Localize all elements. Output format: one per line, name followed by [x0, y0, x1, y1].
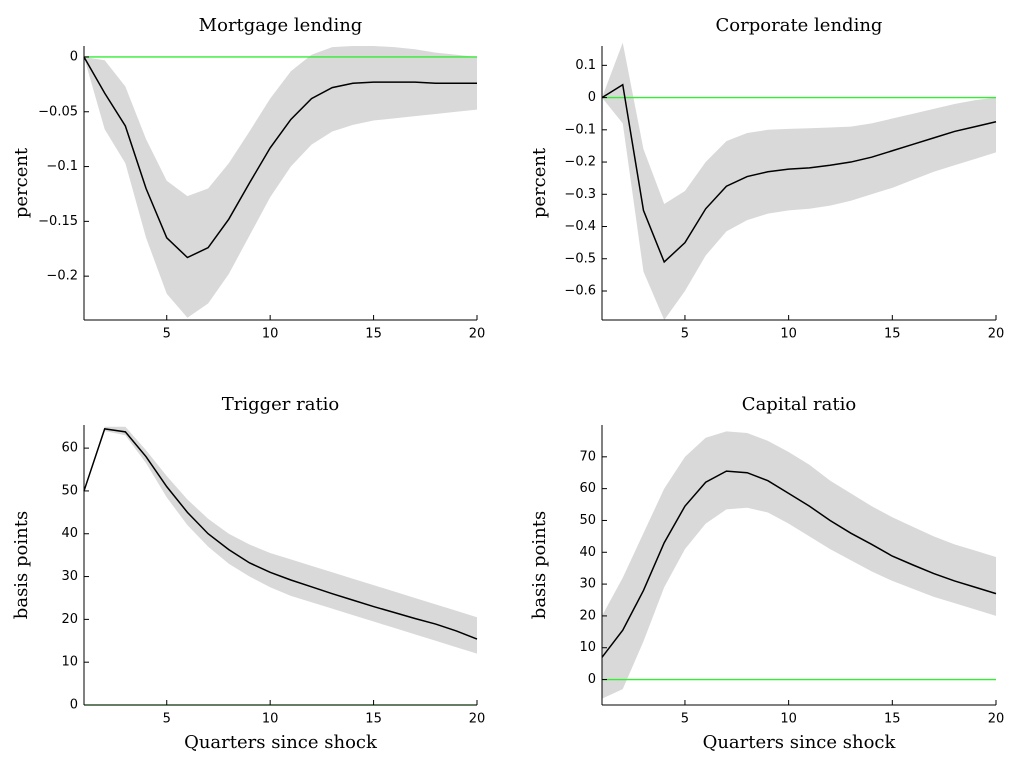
line: [83, 428, 478, 640]
x-tick-label: 10: [262, 327, 279, 342]
x-tick-label: 5: [163, 712, 171, 727]
y-axis-label: percent: [11, 147, 32, 218]
y-tick-label: 0: [588, 90, 596, 105]
x-axis-label: Quarters since shock: [184, 732, 378, 753]
y-tick-label: 30: [61, 569, 78, 584]
x-tick-label: 10: [780, 327, 797, 342]
y-tick-label: 70: [579, 449, 596, 464]
x-tick-label: 20: [469, 327, 486, 342]
x-tick-label: 5: [681, 712, 689, 727]
confidence-band: [84, 46, 477, 318]
y-tick-label: 0: [70, 698, 78, 713]
chart-title: Mortgage lending: [199, 15, 363, 36]
y-tick-label: 0: [588, 672, 596, 687]
x-tick-label: 5: [681, 327, 689, 342]
y-tick-label: −0.6: [564, 283, 596, 298]
chart-title: Capital ratio: [742, 394, 856, 415]
x-tick-label: 15: [365, 712, 382, 727]
x-tick-label: 20: [469, 712, 486, 727]
y-tick-label: 10: [61, 655, 78, 670]
y-tick-label: 20: [579, 608, 596, 623]
y-axis-label: percent: [529, 147, 550, 218]
x-tick-label: 20: [988, 327, 1005, 342]
y-tick-label: 10: [579, 640, 596, 655]
y-axis-label: basis points: [529, 511, 550, 619]
y-tick-label: 0: [70, 49, 78, 64]
y-tick-label: −0.5: [564, 251, 596, 266]
x-tick-label: 15: [884, 712, 901, 727]
x-tick-label: 15: [884, 327, 901, 342]
line: [601, 83, 997, 264]
y-tick-label: −0.2: [564, 155, 596, 170]
confidence-band: [602, 42, 996, 321]
y-tick-label: −0.05: [38, 104, 78, 119]
y-tick-label: 40: [61, 526, 78, 541]
y-tick-label: 20: [61, 612, 78, 627]
chart-title: Corporate lending: [716, 15, 883, 36]
confidence-band: [84, 426, 477, 654]
y-tick-label: 50: [579, 513, 596, 528]
y-tick-label: −0.1: [46, 159, 78, 174]
x-tick-label: 15: [365, 327, 382, 342]
y-tick-label: 30: [579, 577, 596, 592]
line: [83, 56, 477, 259]
y-tick-label: 40: [579, 545, 596, 560]
x-tick-label: 5: [163, 327, 171, 342]
y-tick-label: 50: [61, 483, 78, 498]
x-tick-label: 10: [780, 712, 797, 727]
x-axis-label: Quarters since shock: [703, 732, 897, 753]
y-tick-label: −0.3: [564, 187, 596, 202]
chart-title: Trigger ratio: [222, 394, 340, 415]
y-tick-label: −0.15: [38, 214, 78, 229]
x-tick-label: 20: [988, 712, 1005, 727]
y-axis-label: basis points: [11, 511, 32, 619]
y-tick-label: 60: [61, 441, 78, 456]
x-tick-label: 10: [262, 712, 279, 727]
y-tick-label: 0.1: [575, 58, 596, 73]
confidence-band: [602, 431, 996, 699]
y-tick-label: −0.1: [564, 122, 596, 137]
line: [601, 470, 997, 658]
y-tick-label: −0.2: [46, 269, 78, 284]
y-tick-label: −0.4: [564, 219, 596, 234]
y-tick-label: 60: [579, 481, 596, 496]
